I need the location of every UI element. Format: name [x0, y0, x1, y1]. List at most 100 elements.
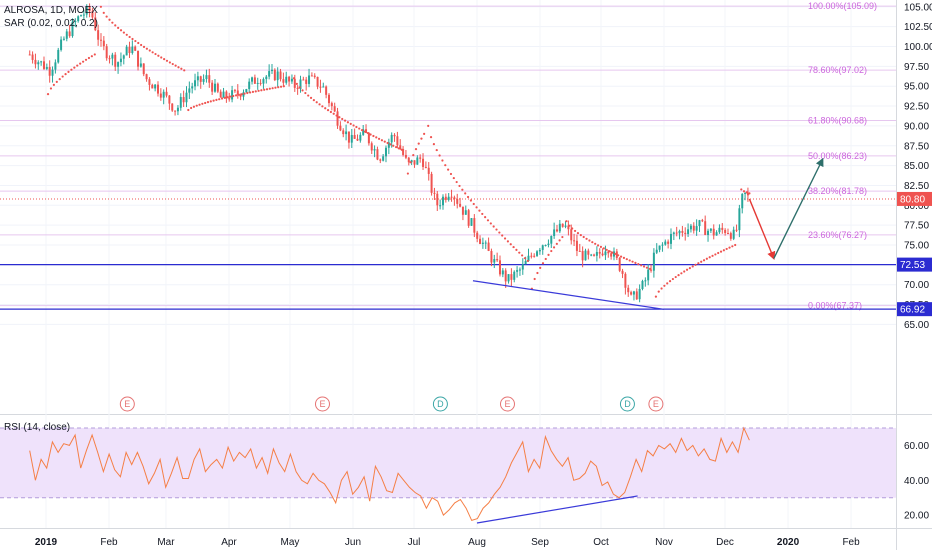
candle-up — [139, 63, 142, 67]
candle-down — [233, 90, 236, 92]
candle-up — [205, 75, 208, 80]
candle-up — [709, 228, 712, 231]
candle-down — [621, 270, 624, 274]
time-tick-label: Jul — [408, 537, 421, 548]
sar-dot — [321, 105, 324, 108]
candle-up — [62, 38, 65, 40]
price-trendline[interactable] — [472, 280, 665, 310]
fib-level-label: 100.00%(105.09) — [808, 1, 877, 11]
sar-dot — [295, 82, 298, 85]
current-price-label-bg — [897, 191, 932, 206]
sar-dot — [249, 91, 252, 94]
sar-dot — [728, 246, 731, 249]
sar-dot — [215, 98, 218, 102]
sar-dot — [447, 168, 450, 171]
candle-down — [228, 98, 231, 100]
candle-up — [521, 264, 524, 270]
level-price-label[interactable]: 66.92 — [897, 302, 932, 317]
sar-legend[interactable]: SAR (0.02, 0.02, 0.2) — [4, 18, 98, 29]
event-badge[interactable]: E — [648, 396, 664, 412]
candle-down — [635, 291, 638, 300]
event-badge-circle — [619, 396, 635, 412]
rsi-legend[interactable]: RSI (14, close) — [4, 422, 71, 433]
projection-arrow-up[interactable] — [773, 157, 824, 259]
candle-up — [111, 54, 114, 59]
sar-dot — [168, 61, 171, 64]
level-price-label[interactable]: 72.53 — [897, 257, 932, 272]
candle-up — [387, 142, 390, 148]
sar-dot — [105, 15, 108, 18]
sar-dot — [472, 202, 475, 206]
sar-dot — [489, 222, 492, 225]
sar-dot — [484, 216, 487, 219]
fibonacci-levels: 100.00%(105.09) 78.60%(97.02) 61.80%(90.68… — [0, 1, 896, 311]
candle-up — [262, 79, 265, 84]
projection-arrow-down[interactable] — [748, 198, 776, 261]
candle-down — [305, 79, 308, 84]
sar-dot — [640, 264, 643, 267]
event-badge-label: E — [319, 399, 325, 409]
sar-dot — [657, 290, 660, 293]
sar-dot — [742, 190, 746, 193]
candle-down — [453, 197, 456, 200]
candle-down — [327, 94, 330, 104]
event-badge[interactable]: D — [619, 396, 635, 412]
event-badge[interactable]: E — [499, 396, 515, 412]
candle-up — [362, 129, 365, 135]
time-axis: 2019 Feb Mar Apr May Jun Jul Aug Sep Oct Nov Dec 202… — [35, 537, 860, 548]
event-badge[interactable]: E — [119, 396, 135, 412]
sar-dot — [360, 128, 364, 132]
current-price-label[interactable]: 80.80 — [897, 191, 932, 206]
sar-dot — [611, 251, 614, 254]
sar-dot — [725, 247, 728, 251]
sar-dot — [271, 87, 274, 90]
rsi-trendline[interactable] — [476, 495, 638, 524]
price-tick-label: 102.50 — [904, 22, 932, 33]
sar-dot — [232, 94, 235, 98]
candle-up — [689, 225, 692, 230]
sar-dot — [711, 254, 714, 257]
sar-dot — [383, 140, 386, 143]
event-badge-circle — [314, 396, 330, 412]
candle-down — [456, 199, 459, 204]
candle-up — [162, 91, 165, 98]
candle-down — [333, 106, 336, 112]
time-tick-label: Sep — [531, 537, 549, 548]
sar-dot — [466, 195, 470, 199]
sar-dot — [315, 101, 318, 104]
sar-dot — [223, 96, 226, 99]
sar-dot — [492, 225, 495, 228]
candle-down — [325, 86, 328, 95]
level-price-label-bg — [897, 257, 932, 272]
sar-dot — [400, 148, 403, 151]
candle-up — [493, 259, 496, 263]
candle-up — [669, 233, 672, 244]
sar-dot — [688, 266, 691, 270]
parabolic-sar — [46, 5, 751, 298]
sar-dot — [151, 51, 154, 54]
candle-up — [439, 205, 442, 207]
price-tick-label: 87.50 — [904, 141, 929, 152]
candle-up — [176, 107, 179, 112]
time-tick-label: Feb — [100, 537, 118, 548]
candle-down — [330, 103, 333, 107]
sar-dot — [309, 96, 313, 99]
candle-up — [707, 230, 710, 235]
sar-dot — [605, 248, 608, 251]
candle-down — [490, 250, 493, 263]
event-badge[interactable]: D — [432, 396, 448, 412]
candle-up — [518, 269, 521, 271]
sar-dot — [594, 242, 597, 245]
sar-dot — [515, 248, 518, 251]
sar-dot — [591, 241, 594, 244]
price-tick-label: 95.00 — [904, 82, 929, 93]
event-badge-label: D — [624, 399, 631, 409]
sar-dot — [585, 237, 588, 240]
event-badge[interactable]: E — [314, 396, 330, 412]
symbol-legend[interactable]: ALROSA, 1D, MOEX — [4, 5, 98, 16]
candle-down — [273, 69, 276, 81]
candle-down — [746, 192, 749, 196]
rsi-line[interactable] — [29, 426, 750, 522]
sar-dot — [277, 86, 280, 89]
